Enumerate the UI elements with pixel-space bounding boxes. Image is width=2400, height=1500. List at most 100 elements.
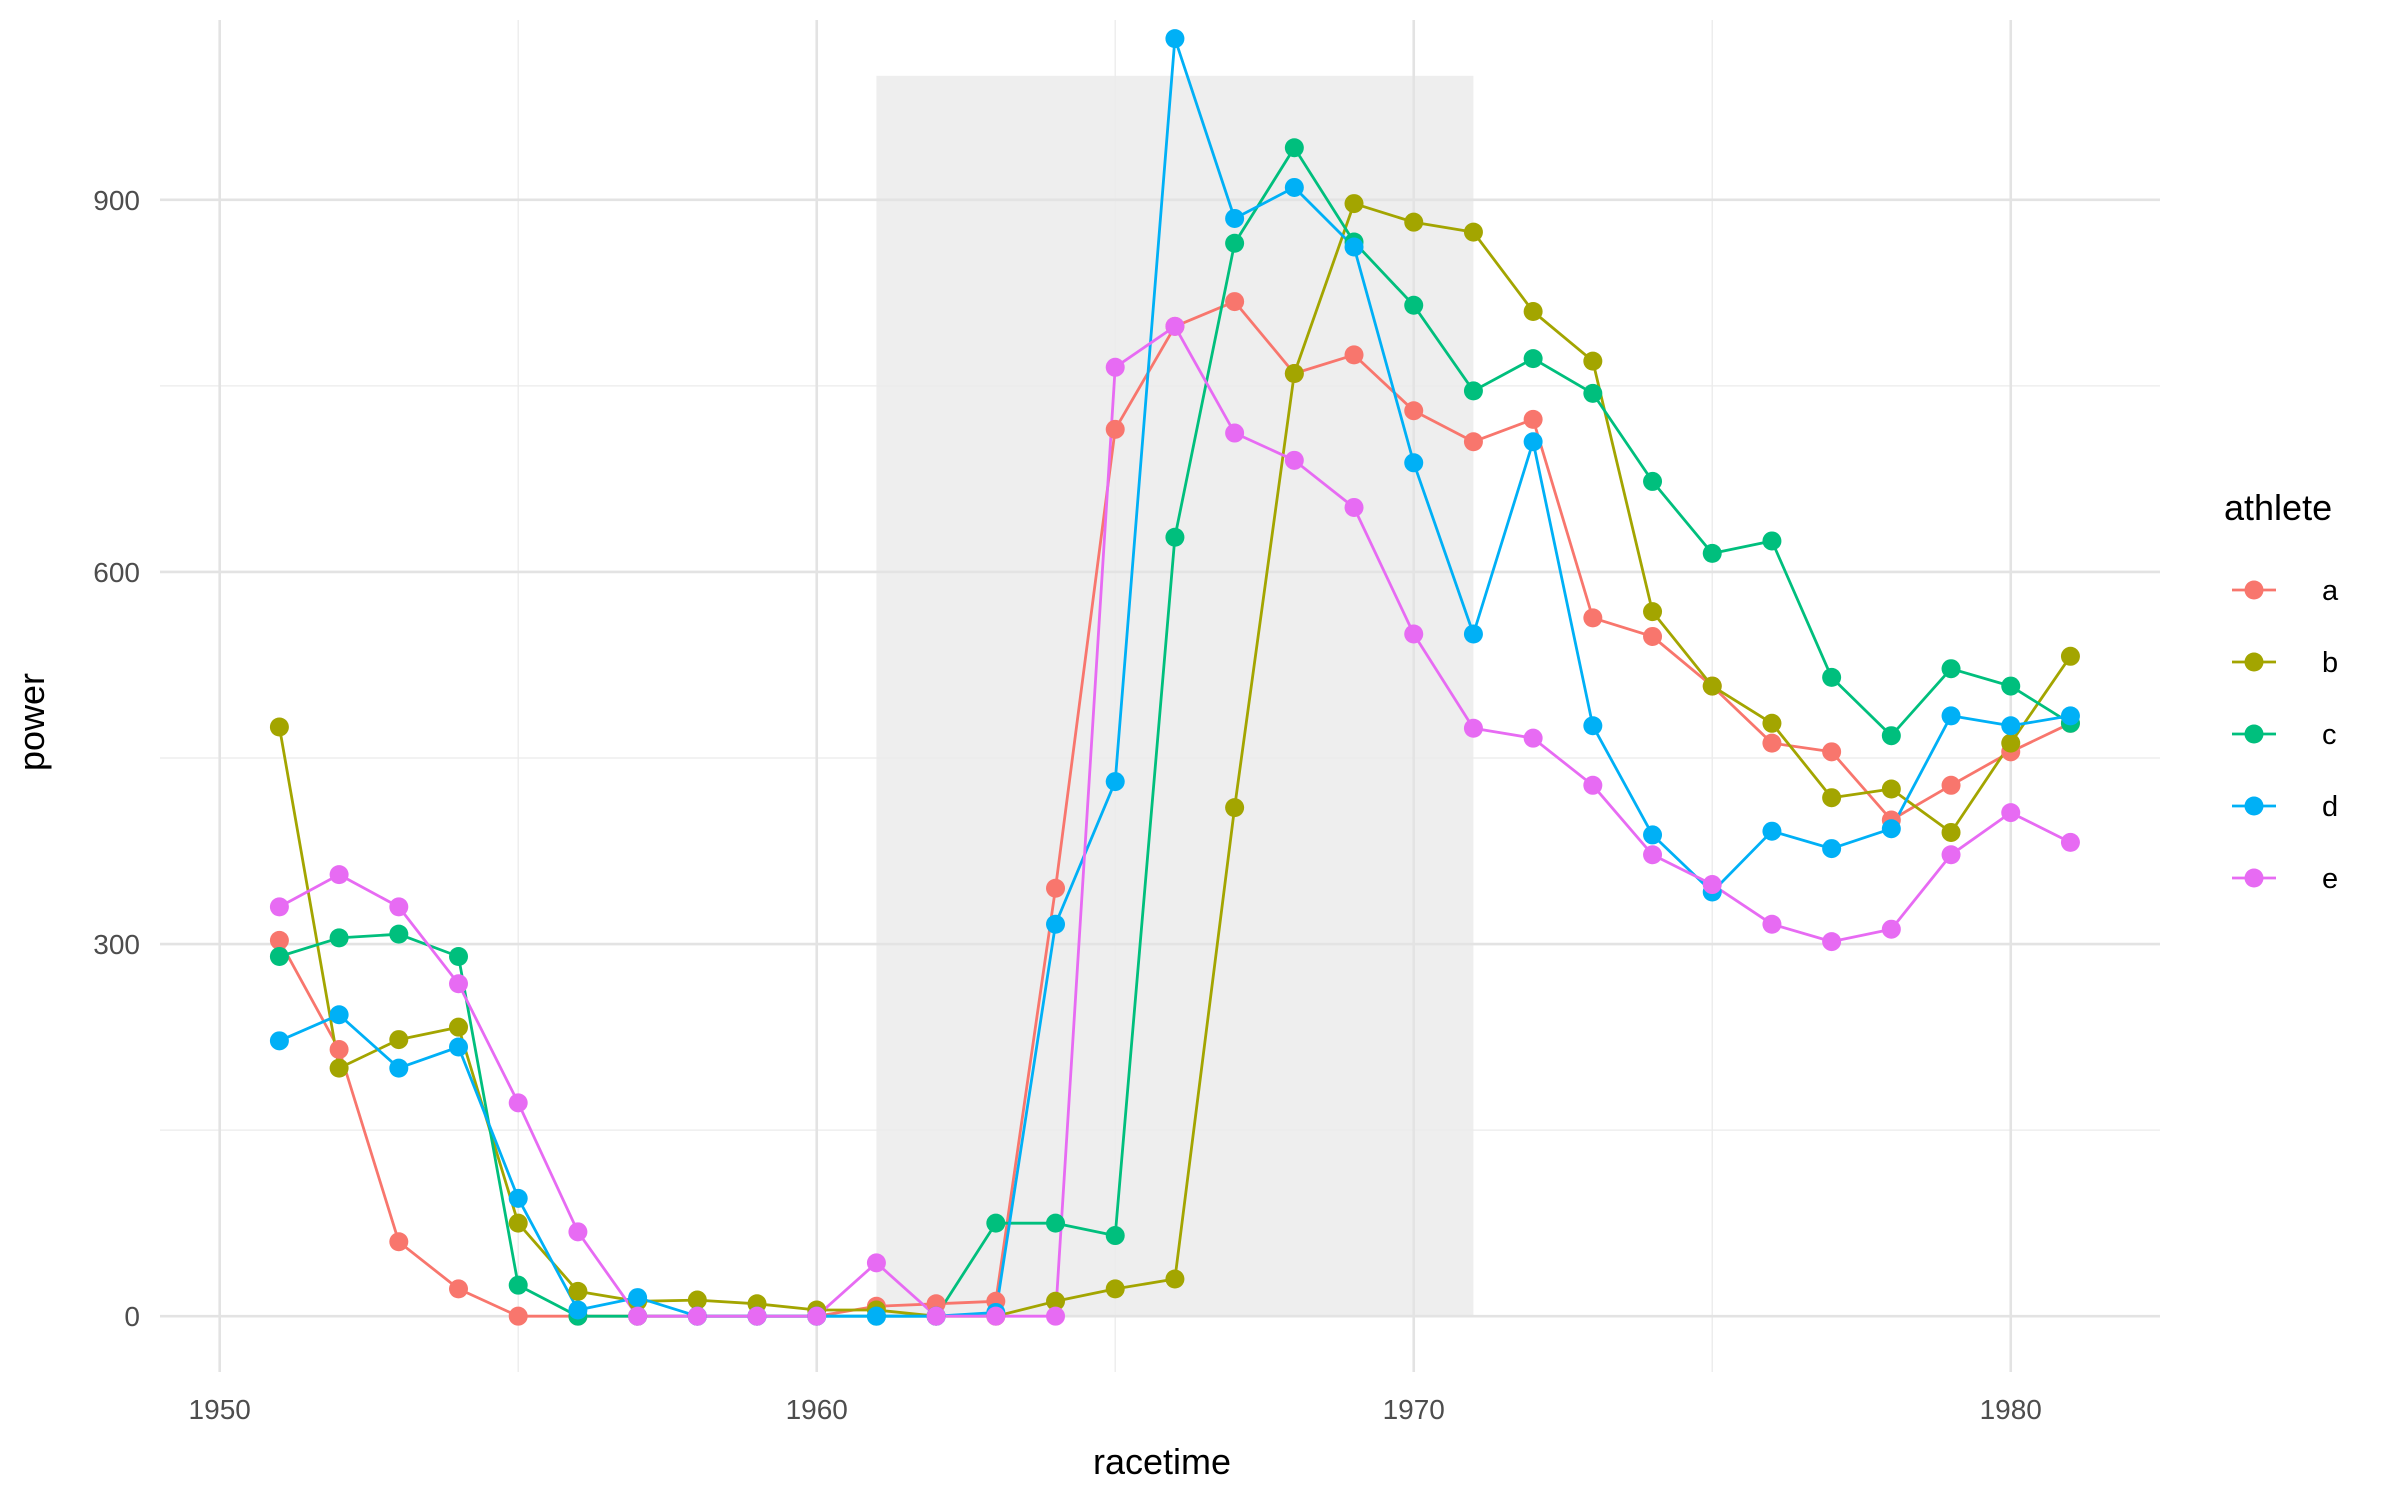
data-point-b <box>389 1030 409 1050</box>
data-point-b <box>1643 602 1663 622</box>
data-point-a <box>389 1232 409 1252</box>
data-point-c <box>1225 233 1245 253</box>
data-point-d <box>508 1188 528 1208</box>
data-point-b <box>687 1290 707 1310</box>
data-point-e <box>1046 1306 1066 1326</box>
y-axis-ticks: 0 300 600 900 <box>93 185 140 1332</box>
data-point-c <box>389 924 409 944</box>
data-point-a <box>1523 409 1543 429</box>
data-point-b <box>269 717 289 737</box>
data-point-a <box>1822 742 1842 762</box>
data-point-e <box>1881 919 1901 939</box>
data-point-c <box>1583 383 1603 403</box>
data-point-e <box>1523 728 1543 748</box>
data-point-e <box>449 974 469 994</box>
data-point-a <box>449 1279 469 1299</box>
data-point-b <box>1404 212 1424 232</box>
data-point-e <box>986 1306 1006 1326</box>
y-tick-label: 900 <box>93 185 140 216</box>
data-point-b <box>568 1281 588 1301</box>
data-point-b <box>1463 222 1483 242</box>
data-point-d <box>329 1005 349 1025</box>
data-point-a <box>1463 432 1483 452</box>
x-axis-ticks: 1950 1960 1970 1980 <box>189 1394 2042 1425</box>
data-point-e <box>269 897 289 917</box>
data-point-e <box>1762 914 1782 934</box>
data-point-e <box>1702 875 1722 895</box>
data-point-d <box>1822 839 1842 859</box>
data-point-c <box>1105 1226 1125 1246</box>
y-axis-title: power <box>11 673 52 771</box>
data-point-c <box>1643 471 1663 491</box>
grid-layer <box>160 20 2160 1372</box>
data-point-b <box>2060 646 2080 666</box>
data-point-b <box>1881 779 1901 799</box>
legend-key-point-e <box>2244 868 2264 888</box>
data-point-e <box>1583 775 1603 795</box>
data-point-a <box>1105 419 1125 439</box>
data-point-e <box>1225 423 1245 443</box>
data-point-d <box>1881 819 1901 839</box>
data-point-b <box>1284 364 1304 384</box>
data-point-c <box>1165 527 1185 547</box>
data-point-d <box>2001 716 2021 736</box>
data-point-d <box>1583 716 1603 736</box>
y-tick-label: 600 <box>93 557 140 588</box>
data-point-d <box>269 1031 289 1051</box>
data-point-a <box>1404 401 1424 421</box>
data-point-b <box>1225 798 1245 818</box>
legend-label-c: c <box>2322 719 2337 751</box>
data-point-b <box>1822 788 1842 808</box>
data-point-d <box>568 1300 588 1320</box>
data-point-c <box>1881 726 1901 746</box>
data-point-c <box>269 946 289 966</box>
data-point-c <box>1523 349 1543 369</box>
data-point-b <box>1583 351 1603 371</box>
data-point-b <box>1762 713 1782 733</box>
data-point-e <box>1105 357 1125 377</box>
data-point-c <box>1822 667 1842 687</box>
legend-key-point-a <box>2244 580 2264 600</box>
x-tick-label: 1960 <box>786 1394 848 1425</box>
data-point-d <box>449 1037 469 1057</box>
data-point-c <box>449 946 469 966</box>
data-point-e <box>508 1093 528 1113</box>
data-point-a <box>269 930 289 950</box>
data-point-d <box>1643 825 1663 845</box>
data-point-a <box>1225 292 1245 312</box>
data-point-b <box>1105 1279 1125 1299</box>
data-point-c <box>1046 1213 1066 1233</box>
data-point-e <box>866 1253 886 1273</box>
data-point-e <box>687 1306 707 1326</box>
series-layer <box>269 29 2080 1326</box>
data-point-b <box>1046 1291 1066 1311</box>
data-point-a <box>1046 878 1066 898</box>
highlight-region-layer <box>876 75 1474 1317</box>
data-point-e <box>1404 624 1424 644</box>
data-point-b <box>329 1058 349 1078</box>
data-point-c <box>1941 659 1961 679</box>
data-point-d <box>1046 914 1066 934</box>
data-point-b <box>1344 194 1364 214</box>
data-point-a <box>1583 608 1603 628</box>
data-point-e <box>329 865 349 885</box>
data-point-e <box>926 1306 946 1326</box>
data-point-e <box>389 897 409 917</box>
data-point-d <box>1165 29 1185 49</box>
data-point-e <box>1284 450 1304 470</box>
data-point-e <box>2060 832 2080 852</box>
data-point-d <box>1344 237 1364 257</box>
data-point-d <box>1284 177 1304 197</box>
data-point-d <box>628 1288 648 1308</box>
data-point-b <box>449 1017 469 1037</box>
legend-label-a: a <box>2322 575 2339 607</box>
data-point-c <box>1463 381 1483 401</box>
data-point-a <box>1643 626 1663 646</box>
data-point-d <box>1523 432 1543 452</box>
data-point-e <box>1941 845 1961 865</box>
data-point-d <box>2060 706 2080 726</box>
x-axis-title: racetime <box>1093 1441 1231 1482</box>
data-point-a <box>1941 775 1961 795</box>
data-point-b <box>1941 822 1961 842</box>
